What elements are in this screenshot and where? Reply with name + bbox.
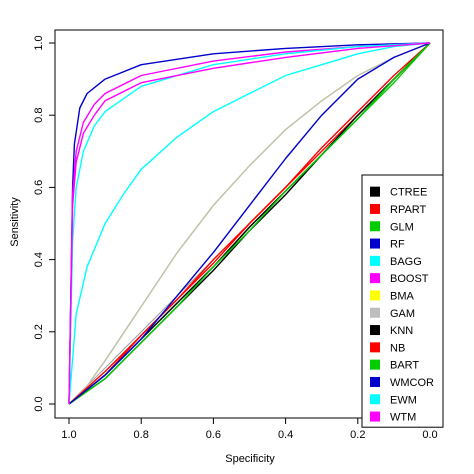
legend-label: KNN	[390, 325, 413, 337]
x-axis-title: Specificity	[225, 453, 275, 465]
y-tick-label: 0.4	[33, 252, 45, 267]
legend-swatch	[370, 290, 380, 301]
series-line-gam	[68, 42, 431, 405]
series-line-wtm	[68, 42, 431, 405]
legend-label: BMA	[390, 290, 415, 302]
legend-swatch	[370, 376, 380, 387]
x-tick-label: 0.6	[206, 429, 221, 441]
y-tick-label: 0.2	[33, 324, 45, 339]
legend-label: GAM	[390, 308, 415, 320]
legend-label: BOOST	[390, 273, 429, 285]
plot-area	[54, 29, 444, 419]
legend-label: RF	[390, 239, 405, 251]
legend-swatch	[370, 186, 380, 197]
x-tick-label: 0.2	[350, 429, 365, 441]
y-tick-label: 0.6	[33, 180, 45, 195]
legend-label: EWM	[390, 394, 417, 406]
legend-label: BART	[390, 360, 419, 372]
legend-swatch	[370, 307, 380, 318]
legend-swatch	[370, 255, 380, 266]
legend: CTREE RPART GLM RF BAGG BOOST BMA GAM KNN NB BART W…	[361, 174, 444, 428]
x-tick-label: 0.4	[278, 429, 293, 441]
legend-label: CTREE	[390, 187, 427, 199]
series-line-boost	[68, 42, 431, 405]
y-tick-label: 0.8	[33, 108, 45, 123]
series-line-nb	[68, 42, 431, 405]
legend-swatch	[370, 221, 380, 232]
y-axis-title: Sensitivity	[9, 197, 21, 247]
legend-label: RPART	[390, 204, 427, 216]
legend-swatch	[370, 394, 380, 405]
series-line-bagg	[68, 42, 431, 405]
series-line-bart	[68, 42, 431, 405]
y-tick-label: 1.0	[33, 35, 45, 50]
legend-swatch	[370, 411, 380, 422]
legend-swatch	[370, 342, 380, 353]
legend-label: NB	[390, 342, 405, 354]
x-tick-label: 0.0	[422, 429, 437, 441]
series-line-rf	[68, 42, 431, 405]
legend-swatch	[370, 325, 380, 336]
legend-swatch	[370, 359, 380, 370]
x-tick-label: 1.0	[61, 429, 76, 441]
series-line-ewm	[68, 42, 431, 405]
legend-label: WMCOR	[390, 377, 434, 389]
y-tick-label: 0.0	[33, 396, 45, 411]
legend-swatch	[370, 273, 380, 284]
legend-label: GLM	[390, 221, 414, 233]
legend-label: BAGG	[390, 256, 422, 268]
series-line-wmcor	[68, 42, 431, 405]
x-axis: 1.0 0.8 0.6 0.4 0.2 0.0	[61, 417, 438, 441]
x-tick-label: 0.8	[134, 429, 149, 441]
legend-swatch	[370, 238, 380, 249]
y-axis: 0.0 0.2 0.4 0.6 0.8 1.0	[33, 35, 56, 412]
legend-swatch	[370, 203, 380, 214]
legend-label: WTM	[390, 412, 416, 424]
